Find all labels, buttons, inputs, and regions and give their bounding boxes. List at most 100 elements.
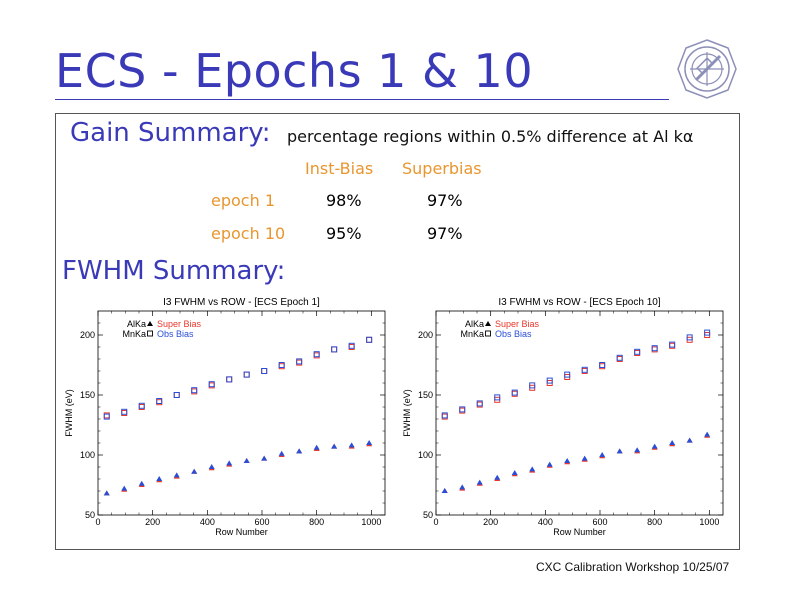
data-point — [121, 485, 128, 491]
data-point — [634, 447, 641, 453]
epoch-10-superbias: 97% — [427, 224, 463, 243]
data-point — [208, 381, 215, 388]
fwhm-chart-epoch-10: I3 FWHM vs ROW - [ECS Epoch 10] 0 200 400 60… — [402, 297, 724, 537]
data-point — [366, 440, 373, 445]
data-point — [459, 484, 466, 490]
x-tick-label: 1000 — [361, 517, 381, 527]
gain-summary-heading: Gain Summary: — [70, 118, 271, 148]
data-point — [191, 387, 198, 394]
data-point — [331, 443, 338, 449]
data-point — [331, 346, 338, 353]
data-point — [529, 466, 536, 472]
data-point — [348, 442, 355, 448]
data-point — [686, 334, 693, 341]
x-tick-label: 1000 — [699, 517, 719, 527]
data-point — [313, 351, 320, 358]
x-tick-label: 200 — [483, 517, 498, 527]
data-point — [243, 458, 250, 463]
legend-alka: AlKa — [127, 319, 146, 329]
column-header-inst-bias: Inst-Bias — [305, 159, 374, 178]
data-point — [581, 366, 588, 373]
data-point — [103, 490, 110, 496]
legend-super-bias: Super Bias — [495, 319, 540, 329]
legend-mnka: MnKa — [122, 329, 146, 339]
legend-square-marker — [147, 330, 153, 337]
data-point — [156, 476, 163, 481]
data-point — [494, 474, 501, 480]
plot-area — [435, 310, 724, 516]
data-point — [121, 408, 128, 415]
content-frame — [55, 113, 740, 550]
y-tick-label: 50 — [85, 510, 95, 520]
legend-triangle-marker — [485, 321, 491, 326]
slide-footer: CXC Calibration Workshop 10/25/07 — [536, 560, 730, 574]
x-tick-label: 600 — [592, 517, 607, 527]
x-tick-label: 800 — [309, 517, 324, 527]
plot-area — [97, 310, 386, 516]
data-point — [441, 488, 448, 493]
data-point — [669, 341, 676, 348]
x-axis-label: Row Number — [215, 527, 268, 537]
data-point — [208, 464, 215, 469]
data-point — [634, 348, 641, 355]
data-point — [441, 412, 448, 419]
data-point — [704, 329, 711, 336]
x-tick-label: 200 — [145, 517, 160, 527]
data-point — [278, 450, 285, 456]
epoch-1-inst-bias: 98% — [326, 191, 362, 210]
data-point — [173, 472, 180, 478]
y-tick-label: 150 — [80, 390, 95, 400]
x-tick-label: 0 — [95, 517, 100, 527]
x-tick-label: 600 — [254, 517, 269, 527]
data-point — [243, 371, 250, 378]
x-axis-label: Row Number — [553, 527, 606, 537]
slide-title: ECS - Epochs 1 & 10 — [55, 44, 534, 98]
y-tick-label: 100 — [80, 450, 95, 460]
data-point — [313, 444, 320, 450]
y-axis-label: FWHM (eV) — [64, 389, 74, 437]
data-point — [296, 358, 303, 365]
y-tick-label: 150 — [418, 390, 433, 400]
epoch-10-inst-bias: 95% — [326, 224, 362, 243]
data-point — [476, 400, 483, 407]
data-point — [261, 455, 268, 461]
data-point — [173, 392, 180, 398]
x-tick-label: 0 — [433, 517, 438, 527]
row-label-epoch-10: epoch 10 — [211, 224, 286, 243]
title-underline — [55, 99, 669, 100]
data-point — [616, 354, 623, 361]
data-point — [459, 406, 466, 413]
data-point — [138, 402, 145, 409]
gain-summary-description: percentage regions within 0.5% differenc… — [287, 127, 694, 146]
data-point — [278, 362, 285, 368]
fwhm-summary-heading: FWHM Summary: — [62, 256, 286, 286]
data-point — [564, 458, 571, 463]
data-point — [616, 448, 623, 454]
data-point — [226, 376, 233, 383]
data-point — [581, 455, 588, 461]
data-point — [599, 452, 606, 457]
y-tick-label: 200 — [80, 330, 95, 340]
chart-title: I3 FWHM vs ROW - [ECS Epoch 10] — [498, 297, 660, 308]
data-point — [348, 342, 355, 349]
data-point — [546, 461, 553, 467]
x-tick-label: 800 — [647, 517, 662, 527]
column-header-superbias: Superbias — [402, 159, 482, 178]
data-point — [226, 460, 233, 466]
legend-square-marker — [485, 330, 491, 337]
x-tick-label: 400 — [200, 517, 215, 527]
data-point — [511, 389, 518, 396]
y-axis-label: FWHM (eV) — [402, 389, 412, 437]
data-point — [366, 336, 373, 343]
legend-super-bias: Super Bias — [157, 319, 202, 329]
chart-title: I3 FWHM vs ROW - [ECS Epoch 1] — [163, 297, 320, 308]
legend-alka: AlKa — [465, 319, 484, 329]
data-point — [511, 470, 518, 475]
y-tick-label: 100 — [418, 450, 433, 460]
data-point — [529, 382, 536, 389]
data-point — [191, 468, 198, 474]
data-point — [261, 368, 268, 374]
data-point — [156, 398, 163, 404]
data-point — [651, 345, 658, 352]
fwhm-chart-epoch-1: I3 FWHM vs ROW - [ECS Epoch 1] 0 200 400 600… — [64, 297, 386, 537]
